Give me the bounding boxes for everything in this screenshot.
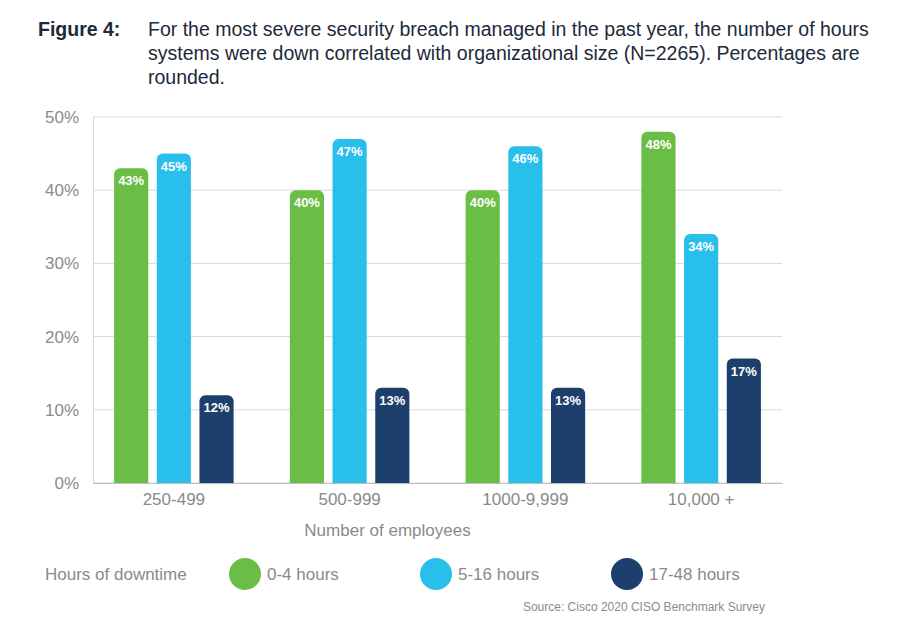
y-axis-line: [93, 118, 94, 484]
bar: [290, 190, 324, 483]
title-line: rounded.: [148, 66, 225, 88]
chart: Figure 4: For the most severe security br…: [0, 0, 906, 630]
bar: [114, 168, 148, 483]
grid: [93, 117, 782, 483]
bars: [114, 132, 761, 483]
data-labels: 43% 40% 40% 48% 45% 47% 46% 34% 12% 13% 13% 17%: [118, 137, 757, 416]
figure-label: Figure 4:: [38, 18, 120, 40]
bar: [508, 146, 542, 483]
y-tick-label: 20%: [45, 328, 79, 347]
x-tick-label: 10,000 +: [668, 490, 735, 509]
title-line: systems were down correlated with organi…: [148, 42, 860, 64]
x-tick: 1000-9,999: [482, 483, 568, 509]
data-label: 13%: [379, 393, 405, 408]
grid-line: [93, 263, 782, 264]
x-axis-line: [94, 483, 783, 484]
grid-line: [93, 336, 782, 337]
y-tick: 50%: [45, 108, 93, 127]
data-label: 17%: [731, 364, 757, 379]
y-tick: 0%: [54, 474, 93, 493]
title-line: For the most severe security breach mana…: [148, 18, 869, 40]
legend-swatch: [420, 558, 452, 590]
title: For the most severe security breach mana…: [148, 18, 869, 88]
grid-line: [93, 409, 782, 410]
y-tick-label: 50%: [45, 108, 79, 127]
legend-title: Hours of downtime: [45, 565, 187, 584]
bar: [641, 132, 675, 483]
bar: [727, 359, 761, 483]
grid-line: [93, 483, 782, 484]
data-label: 40%: [470, 195, 496, 210]
legend-label: 0-4 hours: [267, 565, 339, 584]
bar: [684, 234, 718, 483]
y-tick-label: 10%: [45, 401, 79, 420]
grid-line: [93, 117, 782, 118]
x-axis-title: Number of employees: [304, 521, 470, 540]
data-label: 40%: [294, 195, 320, 210]
y-tick: 30%: [45, 254, 93, 273]
data-label: 43%: [118, 173, 144, 188]
y-tick: 40%: [45, 181, 93, 200]
grid-line: [93, 190, 782, 191]
legend-swatch: [611, 558, 643, 590]
legend-label: 5-16 hours: [458, 565, 539, 584]
x-tick-label: 1000-9,999: [482, 490, 568, 509]
x-tick: 10,000 +: [668, 483, 735, 509]
data-label: 45%: [161, 159, 187, 174]
bar: [199, 395, 233, 483]
bar: [333, 139, 367, 483]
legend-swatch: [229, 558, 261, 590]
x-tick: 500-999: [318, 483, 380, 509]
y-tick-label: 30%: [45, 254, 79, 273]
x-axis: 250-499 500-999 1000-9,999 10,000 +: [94, 483, 783, 509]
y-tick: 20%: [45, 328, 93, 347]
data-label: 12%: [204, 400, 230, 415]
y-axis: 0% 10% 20% 30% 40% 50%: [45, 108, 94, 493]
data-label: 48%: [645, 137, 671, 152]
y-tick: 10%: [45, 401, 93, 420]
y-tick-label: 0%: [54, 474, 79, 493]
data-label: 46%: [512, 151, 538, 166]
y-tick-label: 40%: [45, 181, 79, 200]
data-label: 13%: [555, 393, 581, 408]
bar: [551, 388, 585, 483]
source: Source: Cisco 2020 CISO Benchmark Survey: [523, 600, 765, 614]
x-tick: 250-499: [143, 483, 205, 509]
bar: [375, 388, 409, 483]
legend-label: 17-48 hours: [649, 565, 740, 584]
x-tick-label: 250-499: [143, 490, 205, 509]
bar: [466, 190, 500, 483]
legend: Hours of downtime 0-4 hours 5-16 hours 17-4…: [45, 558, 740, 590]
x-tick-label: 500-999: [318, 490, 380, 509]
bar: [157, 154, 191, 483]
data-label: 47%: [337, 144, 363, 159]
data-label: 34%: [688, 239, 714, 254]
